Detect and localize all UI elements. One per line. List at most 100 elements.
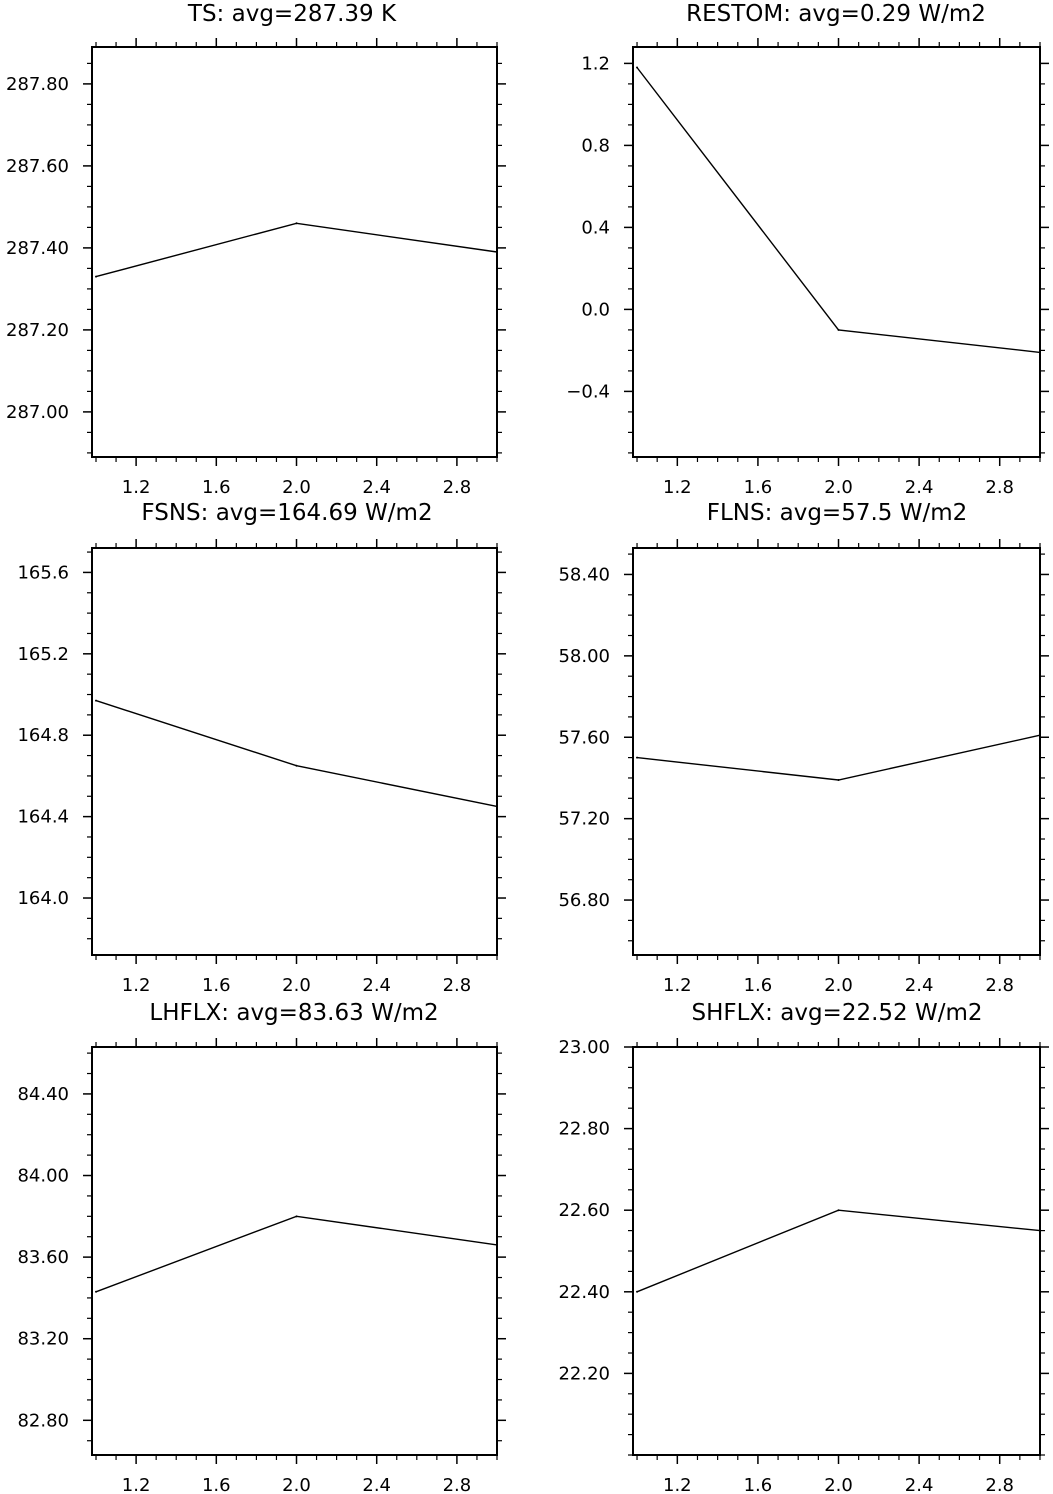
y-tick-label: 287.00 — [6, 402, 69, 423]
x-tick-label: 1.6 — [744, 1475, 773, 1494]
y-tick-label: 22.20 — [558, 1363, 610, 1384]
data-point — [295, 764, 298, 767]
series-line — [95, 699, 498, 808]
y-tick-label: 0.0 — [581, 299, 610, 320]
panel-title: FSNS: avg=164.69 W/m2 — [141, 500, 432, 526]
y-tick-label: 164.4 — [17, 807, 69, 828]
y-tick-label: −0.4 — [566, 381, 610, 402]
data-point — [295, 222, 298, 225]
y-tick-label: 23.00 — [558, 1037, 610, 1058]
data-point — [636, 1290, 639, 1293]
y-tick-label: 287.20 — [6, 320, 69, 341]
data-point — [295, 1215, 298, 1218]
panel-title: LHFLX: avg=83.63 W/m2 — [149, 1000, 438, 1026]
y-tick-label: 287.40 — [6, 238, 69, 259]
x-tick-label: 1.6 — [744, 477, 773, 498]
y-tick-label: 82.80 — [17, 1410, 69, 1431]
plot-frame — [91, 1046, 498, 1456]
y-tick-label: 287.60 — [6, 156, 69, 177]
x-tick-label: 2.0 — [282, 477, 311, 498]
plot-frame — [632, 547, 1041, 956]
x-tick-label: 2.8 — [443, 975, 472, 996]
y-tick-label: 1.2 — [581, 53, 610, 74]
panel-title: RESTOM: avg=0.29 W/m2 — [686, 1, 986, 27]
data-point — [1039, 734, 1041, 737]
panel-title: TS: avg=287.39 K — [187, 1, 397, 27]
y-tick-label: 58.00 — [558, 646, 610, 667]
data-point — [496, 1243, 498, 1246]
x-tick-label: 2.0 — [824, 975, 853, 996]
x-tick-label: 1.2 — [122, 975, 151, 996]
plot-frame — [91, 547, 498, 956]
x-tick-label: 2.4 — [362, 975, 391, 996]
x-tick-label: 1.2 — [663, 477, 692, 498]
y-tick-label: 165.6 — [17, 562, 69, 583]
x-tick-label: 1.6 — [202, 477, 231, 498]
data-point — [837, 778, 840, 781]
x-tick-label: 1.6 — [202, 1475, 231, 1494]
series-line — [636, 1209, 1041, 1293]
data-point — [95, 1290, 98, 1293]
panel-ts: TS: avg=287.39 K 1.2 1.6 2.0 2.4 2.8 287.00 28… — [6, 1, 506, 498]
x-tick-label: 2.0 — [282, 1475, 311, 1494]
series-line — [636, 67, 1041, 354]
x-tick-label: 1.2 — [663, 1475, 692, 1494]
x-tick-label: 2.4 — [362, 1475, 391, 1494]
y-tick-label: 22.80 — [558, 1119, 610, 1140]
y-tick-label: 57.60 — [558, 727, 610, 748]
y-tick-label: 22.60 — [558, 1200, 610, 1221]
panel-restom: RESTOM: avg=0.29 W/m2 1.2 1.6 2.0 2.4 2.8 −0.… — [566, 1, 1049, 498]
panel-title: FLNS: avg=57.5 W/m2 — [707, 500, 968, 526]
data-point — [1039, 351, 1041, 354]
x-tick-label: 2.8 — [985, 975, 1014, 996]
panel-shflx: SHFLX: avg=22.52 W/m2 1.2 1.6 2.0 2.4 2.8 22.… — [558, 1000, 1049, 1494]
panel-lhflx: LHFLX: avg=83.63 W/m2 1.2 1.6 2.0 2.4 2.8 82.… — [17, 1000, 506, 1494]
x-tick-label: 2.8 — [985, 477, 1014, 498]
y-tick-label: 164.8 — [17, 725, 69, 746]
x-tick-label: 2.8 — [443, 1475, 472, 1494]
y-tick-label: 165.2 — [17, 644, 69, 665]
y-tick-label: 58.40 — [558, 564, 610, 585]
data-point — [95, 275, 98, 278]
data-point — [1039, 1229, 1041, 1232]
data-point — [496, 251, 498, 253]
y-tick-label: 83.20 — [17, 1329, 69, 1350]
y-tick-label: 56.80 — [558, 890, 610, 911]
data-point — [636, 66, 639, 69]
y-tick-label: 57.20 — [558, 809, 610, 830]
x-tick-label: 1.2 — [122, 1475, 151, 1494]
data-point — [95, 699, 98, 702]
y-tick-label: 0.8 — [581, 135, 610, 156]
x-tick-label: 2.4 — [362, 477, 391, 498]
x-tick-label: 1.6 — [744, 975, 773, 996]
plot-frame — [632, 1046, 1041, 1456]
x-tick-label: 1.2 — [122, 477, 151, 498]
x-tick-label: 1.6 — [202, 975, 231, 996]
series-line — [95, 222, 498, 278]
y-tick-label: 84.40 — [17, 1084, 69, 1105]
x-tick-label: 2.0 — [824, 477, 853, 498]
y-tick-label: 0.4 — [581, 217, 610, 238]
data-point — [837, 328, 840, 331]
y-tick-label: 164.0 — [17, 888, 69, 909]
x-tick-label: 2.4 — [905, 477, 934, 498]
x-tick-label: 2.8 — [985, 1475, 1014, 1494]
x-tick-label: 2.4 — [905, 975, 934, 996]
panel-flns: FLNS: avg=57.5 W/m2 1.2 1.6 2.0 2.4 2.8 56.80… — [558, 500, 1049, 996]
x-tick-label: 2.0 — [824, 1475, 853, 1494]
x-tick-label: 2.0 — [282, 975, 311, 996]
data-point — [496, 805, 498, 808]
y-tick-label: 84.00 — [17, 1166, 69, 1187]
series-line — [636, 734, 1041, 781]
x-tick-label: 2.8 — [443, 477, 472, 498]
series-line — [95, 1215, 498, 1293]
data-point — [636, 756, 639, 759]
panel-fsns: FSNS: avg=164.69 W/m2 1.2 1.6 2.0 2.4 2.8 164… — [17, 500, 506, 996]
panel-title: SHFLX: avg=22.52 W/m2 — [691, 1000, 982, 1026]
x-tick-label: 1.2 — [663, 975, 692, 996]
data-point — [837, 1209, 840, 1212]
plot-frame — [91, 46, 498, 458]
plot-frame — [632, 46, 1041, 458]
y-tick-label: 83.60 — [17, 1247, 69, 1268]
